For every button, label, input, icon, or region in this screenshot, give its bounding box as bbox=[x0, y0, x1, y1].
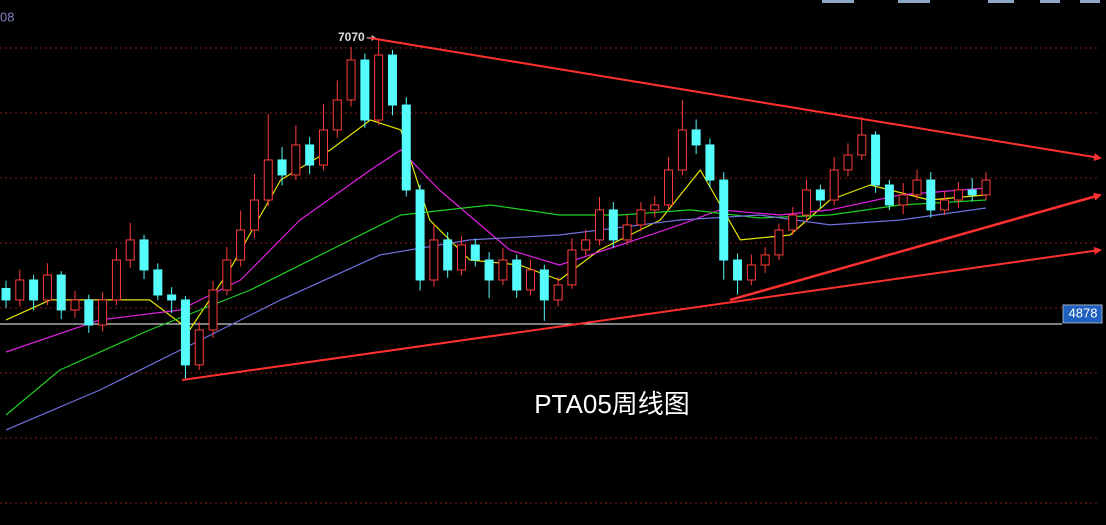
average-line bbox=[5, 199, 987, 416]
candle-body bbox=[746, 264, 756, 281]
candle-body bbox=[346, 59, 356, 101]
candle-body bbox=[29, 279, 39, 301]
candle-body bbox=[636, 209, 646, 226]
candle-body bbox=[760, 254, 770, 266]
candle-body bbox=[664, 169, 674, 206]
candle-body bbox=[415, 189, 425, 281]
candle-body bbox=[539, 269, 549, 301]
candle-body bbox=[222, 259, 232, 291]
candle-body bbox=[650, 204, 660, 211]
tool-button[interactable] bbox=[988, 0, 1014, 3]
candle-body bbox=[898, 194, 908, 206]
candle-body bbox=[940, 199, 950, 211]
grid-lines bbox=[0, 47, 1100, 504]
candle-body bbox=[705, 144, 715, 181]
price-box bbox=[1062, 304, 1103, 324]
price-label: 4878 bbox=[1069, 305, 1098, 320]
candle-body bbox=[98, 299, 108, 326]
candle-body bbox=[180, 299, 190, 366]
candle-body bbox=[581, 239, 591, 251]
tool-button[interactable] bbox=[1040, 0, 1060, 3]
candle-body bbox=[788, 214, 798, 231]
candle-body bbox=[470, 244, 480, 261]
candle-body bbox=[84, 299, 94, 326]
candle-body bbox=[926, 179, 936, 211]
candle-body bbox=[802, 189, 812, 216]
candle-body bbox=[56, 274, 66, 311]
candle-body bbox=[719, 179, 729, 261]
candle-body bbox=[512, 259, 522, 291]
trend-line bbox=[181, 246, 1102, 381]
candle-body bbox=[843, 154, 853, 171]
tool-button[interactable] bbox=[898, 0, 930, 3]
candle-body bbox=[374, 54, 384, 121]
tool-button[interactable] bbox=[822, 0, 854, 3]
candle-body bbox=[194, 329, 204, 366]
candle-body bbox=[912, 179, 922, 196]
peak-label: 7070 bbox=[338, 30, 365, 44]
candle-body bbox=[677, 129, 687, 171]
plot: 4878 7070 bbox=[0, 30, 1103, 431]
candle-body bbox=[360, 59, 370, 121]
candle-body bbox=[305, 144, 315, 166]
candle-body bbox=[871, 134, 881, 186]
average-line bbox=[5, 149, 987, 353]
candle-body bbox=[774, 229, 784, 256]
toolbar bbox=[822, 0, 1100, 3]
candle-body bbox=[443, 239, 453, 271]
candle-body bbox=[208, 289, 218, 331]
candle-body bbox=[622, 224, 632, 241]
candle-body bbox=[153, 269, 163, 296]
candle-body bbox=[291, 144, 301, 176]
candle-body bbox=[15, 279, 25, 301]
candle-body bbox=[111, 259, 121, 301]
candle-body bbox=[249, 199, 259, 231]
candle-body bbox=[484, 259, 494, 281]
candle-body bbox=[318, 129, 328, 166]
candle-body bbox=[526, 269, 536, 291]
candle-body bbox=[608, 209, 618, 241]
candle-body bbox=[401, 104, 411, 191]
candle-body bbox=[387, 54, 397, 106]
candle-body bbox=[236, 229, 246, 261]
trend-line bbox=[369, 37, 1102, 161]
trend-line bbox=[729, 192, 1102, 302]
candle-body bbox=[42, 274, 52, 301]
trend-lines bbox=[181, 37, 1102, 381]
candle-body bbox=[332, 99, 342, 131]
candle-body bbox=[815, 189, 825, 201]
candle-body bbox=[139, 239, 149, 271]
candle-body bbox=[277, 159, 287, 176]
candle-body bbox=[981, 179, 991, 196]
candle-body bbox=[567, 249, 577, 286]
corner-label: 08 bbox=[0, 9, 14, 24]
candle-body bbox=[884, 184, 894, 206]
candle-body bbox=[967, 189, 977, 196]
candle-body bbox=[553, 284, 563, 301]
candle-body bbox=[1, 287, 11, 301]
candle-body bbox=[429, 239, 439, 281]
chart-title: PTA05周线图 bbox=[534, 389, 690, 419]
tool-button[interactable] bbox=[1080, 0, 1100, 3]
candle-body bbox=[456, 244, 466, 271]
candle-body bbox=[829, 169, 839, 201]
candle-body bbox=[857, 134, 867, 156]
candle-body bbox=[691, 129, 701, 146]
candle-body bbox=[125, 239, 135, 261]
candle-body bbox=[167, 294, 177, 301]
candle-body bbox=[263, 159, 273, 201]
candle-body bbox=[733, 259, 743, 281]
candle-body bbox=[953, 189, 963, 201]
candle-body bbox=[70, 299, 80, 311]
candle-body bbox=[595, 209, 605, 241]
candle-body bbox=[498, 259, 508, 281]
